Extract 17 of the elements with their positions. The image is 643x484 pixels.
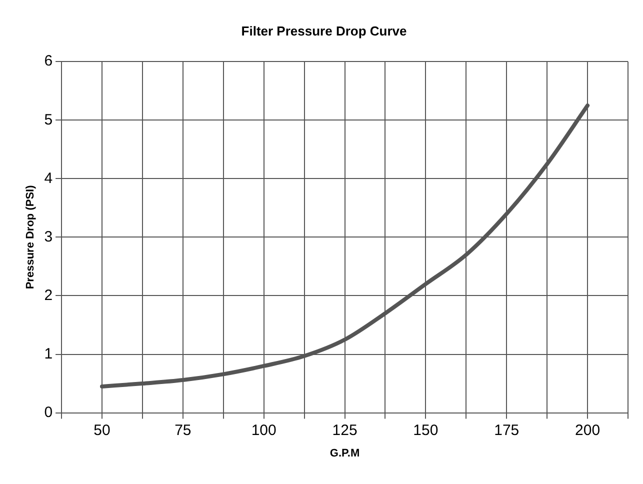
y-tick-label: 3 — [44, 228, 53, 246]
y-tick-label: 0 — [44, 404, 53, 421]
y-tick-label: 6 — [44, 52, 53, 70]
x-axis-title: G.P.M — [330, 447, 360, 460]
x-tick-label: 200 — [575, 422, 600, 439]
y-tick-label: 4 — [44, 170, 53, 187]
y-tick-label: 2 — [44, 286, 53, 304]
chart-title: Filter Pressure Drop Curve — [241, 23, 407, 38]
x-tick-label: 125 — [332, 422, 358, 439]
x-tick-label: 75 — [174, 422, 192, 439]
x-tick-label: 175 — [494, 422, 520, 439]
x-tick-label: 50 — [94, 422, 110, 439]
y-tick-label: 1 — [44, 345, 53, 362]
y-axis-title: Pressure Drop (PSI) — [24, 184, 37, 290]
x-tick-label: 100 — [251, 422, 276, 439]
x-tick-label: 150 — [413, 422, 438, 439]
y-tick-label: 5 — [44, 111, 53, 128]
